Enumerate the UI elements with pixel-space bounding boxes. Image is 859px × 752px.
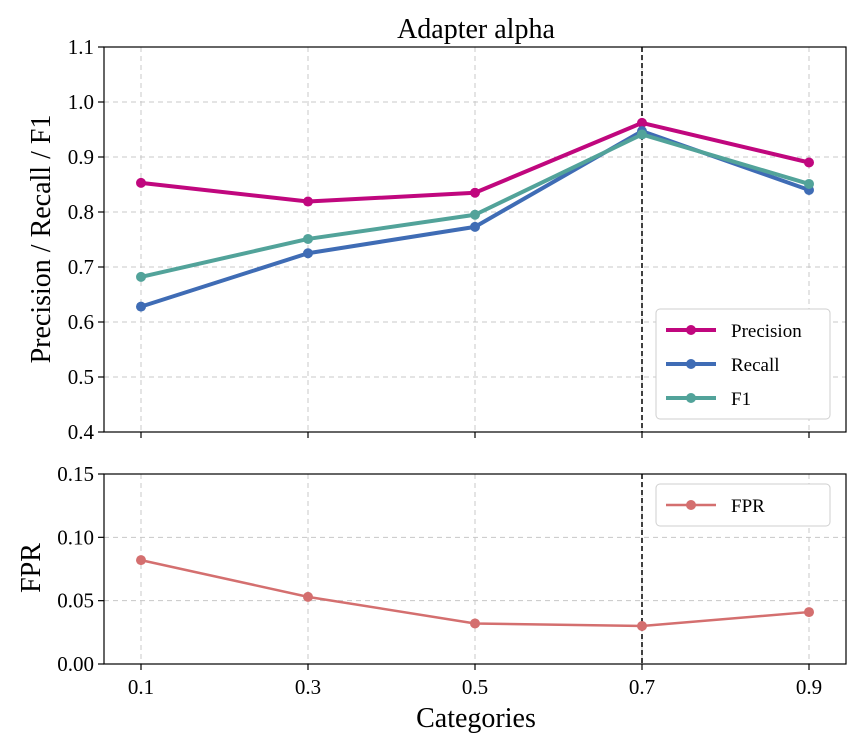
bottom-legend-box: [655, 483, 831, 527]
bottom-x-ticks: 0.1 0.3 0.5 0.7 0.9: [128, 664, 822, 699]
top-precision-point: [637, 117, 647, 128]
top-recall-point: [136, 301, 146, 312]
bottom-panel: FPR 0.00 0.05 0.10 0.15 0.1 0.3 0.5 0.7 0.9 FPR…: [16, 462, 847, 734]
top-y-tick-label: 0.7: [68, 255, 94, 279]
x-tick-label: 0.3: [295, 675, 321, 699]
top-legend: Precision Recall F1: [655, 308, 831, 420]
top-y-tick-label: 0.8: [68, 200, 94, 224]
legend-recall-label: Recall: [731, 355, 780, 376]
bottom-fpr-point: [303, 591, 313, 602]
bottom-y-tick-label: 0.15: [57, 462, 94, 486]
bottom-legend: FPR: [655, 483, 831, 527]
top-recall-point: [303, 248, 313, 259]
top-y-ticks: 0.4 0.5 0.6 0.7 0.8 0.9 1.0 1.1: [68, 35, 104, 444]
x-axis-label: Categories: [416, 703, 536, 734]
legend-recall-marker: [686, 359, 696, 369]
top-series: [136, 117, 814, 312]
bottom-y-tick-label: 0.10: [57, 525, 94, 549]
top-precision-point: [303, 196, 313, 207]
x-tick-label: 0.1: [128, 675, 154, 699]
x-tick-label: 0.5: [462, 675, 488, 699]
bottom-plot-frame: [103, 473, 847, 665]
top-panel: Adapter alpha Precision / Recall / F1 0.…: [26, 14, 847, 444]
bottom-y-tick-label: 0.05: [57, 589, 94, 613]
bottom-series: [136, 555, 814, 631]
top-f1-point: [470, 209, 480, 220]
bottom-fpr-point: [136, 555, 146, 566]
bottom-fpr-point: [637, 621, 647, 631]
legend-fpr-marker: [686, 500, 696, 510]
bottom-fpr-point: [804, 607, 814, 618]
bottom-fpr-point: [470, 618, 480, 629]
top-y-tick-label: 0.6: [68, 310, 94, 334]
x-tick-label: 0.7: [629, 675, 655, 699]
bottom-y-ticks: 0.00 0.05 0.10 0.15: [57, 462, 104, 676]
top-precision-point: [470, 187, 480, 198]
bottom-y-axis-label: FPR: [16, 543, 47, 593]
legend-f1-label: F1: [731, 389, 751, 410]
chart-title: Adapter alpha: [397, 14, 555, 45]
top-f1-point: [136, 271, 146, 282]
top-precision-point: [804, 157, 814, 168]
legend-f1-marker: [686, 393, 696, 403]
top-f1-point: [804, 178, 814, 189]
top-recall-point: [470, 221, 480, 232]
top-y-tick-label: 0.5: [68, 365, 94, 389]
top-y-tick-label: 1.1: [68, 35, 94, 59]
legend-fpr-label: FPR: [731, 496, 765, 517]
top-f1-point: [303, 233, 313, 244]
top-y-tick-label: 0.9: [68, 145, 94, 169]
top-y-axis-label: Precision / Recall / F1: [26, 115, 57, 364]
top-plot-frame: [103, 46, 847, 433]
legend-precision-marker: [686, 325, 696, 335]
legend-precision-label: Precision: [731, 321, 802, 342]
x-tick-label: 0.9: [796, 675, 822, 699]
top-x-tick-marks: [140, 432, 810, 438]
top-y-tick-label: 1.0: [68, 90, 94, 114]
top-f1-point: [637, 129, 647, 140]
top-legend-box: [655, 308, 831, 420]
top-precision-point: [136, 177, 146, 188]
top-y-tick-label: 0.4: [68, 420, 95, 444]
bottom-y-tick-label: 0.00: [57, 652, 94, 676]
